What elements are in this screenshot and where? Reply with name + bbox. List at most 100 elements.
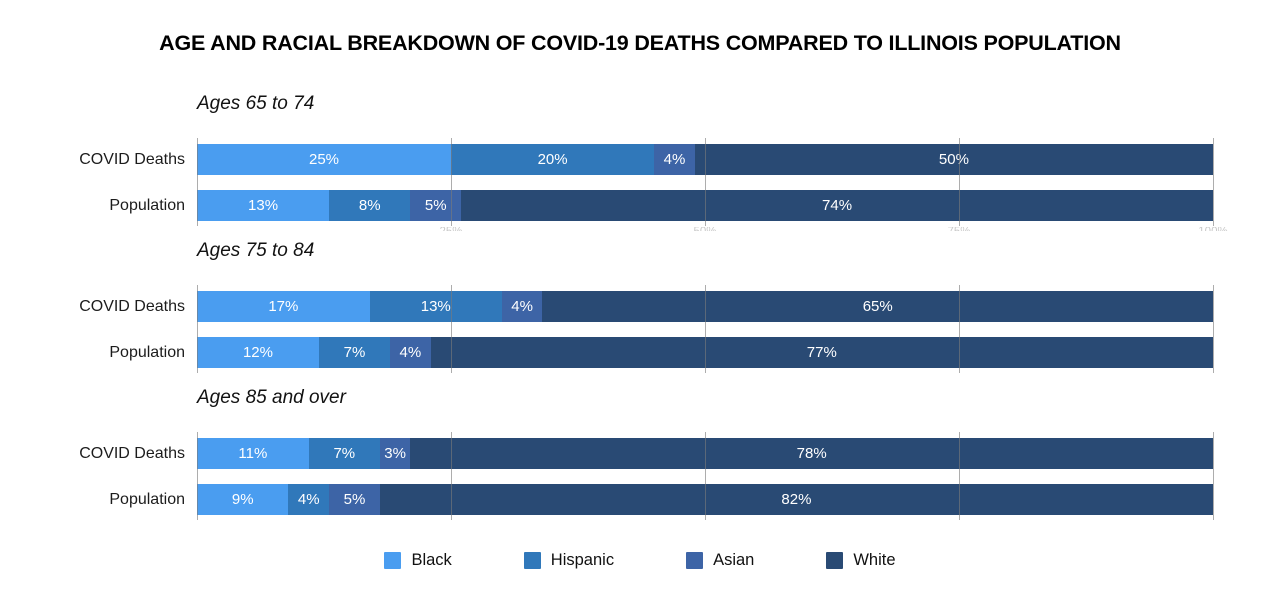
axis-line xyxy=(196,138,198,226)
bar-population: 9% 4% 5% 82% xyxy=(197,484,1213,515)
segment-white: 78% xyxy=(410,438,1213,469)
segment-value-label: 5% xyxy=(424,197,447,214)
group-heading: Ages 75 to 84 xyxy=(197,240,315,261)
axis-line xyxy=(196,285,198,373)
segment-asian: 3% xyxy=(379,438,411,469)
segment-value-label: 13% xyxy=(248,197,279,214)
row-label-covid-deaths: COVID Deaths xyxy=(79,444,185,462)
row-label-covid-deaths: COVID Deaths xyxy=(79,297,185,315)
segment-value-label: 4% xyxy=(511,298,533,315)
bar-population: 13% 8% 5% 74% xyxy=(197,190,1213,221)
segment-hispanic: 13% xyxy=(369,291,502,322)
segment-value-label: 20% xyxy=(537,151,568,168)
bar-covid-deaths: 25% 20% 4% 50% xyxy=(197,144,1213,175)
segment-white: 50% xyxy=(694,144,1213,175)
gridline-75 xyxy=(958,138,960,226)
gridline-100 xyxy=(1212,285,1214,373)
x-tick-label-100: 100% xyxy=(1196,227,1230,231)
row-label-population: Population xyxy=(109,196,185,214)
segment-value-label: 11% xyxy=(238,445,268,462)
gridline-25 xyxy=(450,285,452,373)
segment-white: 82% xyxy=(379,484,1213,515)
segment-black: 25% xyxy=(197,144,451,175)
segment-white: 74% xyxy=(461,190,1213,221)
bar-covid-deaths: 11% 7% 3% 78% xyxy=(197,438,1213,469)
bar-population: 12% 7% 4% 77% xyxy=(197,337,1213,368)
segment-black: 17% xyxy=(197,291,370,322)
segment-value-label: 7% xyxy=(333,445,356,462)
segment-value-label: 8% xyxy=(358,197,381,214)
group-heading: Ages 85 and over xyxy=(197,387,346,408)
segment-black: 13% xyxy=(197,190,330,221)
gridline-75 xyxy=(958,285,960,373)
segment-value-label: 7% xyxy=(343,344,366,361)
segment-asian: 4% xyxy=(501,291,543,322)
segment-value-label: 9% xyxy=(231,491,254,508)
age-group-ages-65-to-74: Ages 65 to 74 COVID Deaths Population 25% 20… xyxy=(0,93,1280,240)
bar-covid-deaths: 17% 13% 4% 65% xyxy=(197,291,1213,322)
row-label-population: Population xyxy=(109,343,185,361)
gridline-50 xyxy=(704,285,706,373)
legend-swatch-asian-icon xyxy=(686,552,704,569)
legend-label-hispanic: Hispanic xyxy=(550,551,615,569)
gridline-75 xyxy=(958,432,960,520)
segment-black: 9% xyxy=(197,484,289,515)
age-group-ages-75-to-84: Ages 75 to 84 COVID Deaths Population 17% 13… xyxy=(0,240,1280,387)
segment-white: 65% xyxy=(542,291,1213,322)
age-group-ages-85-and-over: Ages 85 and over COVID Deaths Population 11… xyxy=(0,387,1280,534)
legend-swatch-black-icon xyxy=(384,552,402,569)
plot-area: 11% 7% 3% 78% 9% 4% 5% 82% xyxy=(196,432,1214,520)
segment-value-label: 65% xyxy=(862,298,893,315)
legend-label-asian: Asian xyxy=(713,551,755,569)
segment-asian: 4% xyxy=(390,337,431,368)
segment-asian: 5% xyxy=(410,190,462,221)
plot-area: 25% 20% 4% 50% 13% 8% 5% 74% 25% 50% 75% 100% xyxy=(196,138,1228,231)
legend-label-black: Black xyxy=(411,551,452,569)
segment-asian: 4% xyxy=(654,144,695,175)
segment-value-label: 4% xyxy=(663,151,686,168)
legend-item-white: White xyxy=(826,551,896,570)
segment-value-label: 50% xyxy=(938,151,969,168)
segment-value-label: 78% xyxy=(796,445,827,462)
segment-hispanic: 4% xyxy=(288,484,330,515)
row-label-covid-deaths: COVID Deaths xyxy=(79,150,185,168)
segment-black: 12% xyxy=(197,337,319,368)
gridline-50 xyxy=(704,432,706,520)
segment-hispanic: 20% xyxy=(451,144,655,175)
gridline-25 xyxy=(450,432,452,520)
segment-value-label: 82% xyxy=(781,491,812,508)
legend-item-black: Black xyxy=(384,551,452,570)
gridline-100 xyxy=(1212,432,1214,520)
segment-value-label: 12% xyxy=(242,344,273,361)
legend-item-hispanic: Hispanic xyxy=(523,551,615,570)
segment-black: 11% xyxy=(197,438,309,469)
axis-line xyxy=(196,432,198,520)
segment-value-label: 77% xyxy=(806,344,837,361)
segment-value-label: 13% xyxy=(420,298,451,315)
legend-label-white: White xyxy=(853,551,896,569)
chart-title: AGE AND RACIAL BREAKDOWN OF COVID-19 DEA… xyxy=(159,31,1121,55)
legend-swatch-hispanic-icon xyxy=(523,552,541,569)
segment-value-label: 3% xyxy=(384,445,406,462)
gridline-25 xyxy=(450,138,452,226)
x-tick-label-50: 50% xyxy=(688,227,722,231)
segment-white: 77% xyxy=(430,337,1213,368)
segment-hispanic: 7% xyxy=(318,337,391,368)
gridline-50 xyxy=(704,138,706,226)
legend-swatch-white-icon xyxy=(826,552,844,569)
legend-item-asian: Asian xyxy=(686,551,754,570)
segment-hispanic: 8% xyxy=(329,190,411,221)
plot-area: 17% 13% 4% 65% 12% 7% 4% 77% xyxy=(196,285,1214,373)
group-heading: Ages 65 to 74 xyxy=(197,93,315,114)
segment-value-label: 5% xyxy=(343,491,366,508)
row-label-population: Population xyxy=(109,490,185,508)
segment-hispanic: 7% xyxy=(308,438,380,469)
x-tick-label-75: 75% xyxy=(942,227,976,231)
segment-value-label: 25% xyxy=(308,151,340,168)
segment-value-label: 74% xyxy=(822,197,853,214)
segment-value-label: 17% xyxy=(268,298,299,315)
segment-value-label: 4% xyxy=(399,344,422,361)
segment-value-label: 4% xyxy=(297,491,320,508)
legend: Black Hispanic Asian White xyxy=(0,551,1280,570)
gridline-100 xyxy=(1212,138,1214,226)
